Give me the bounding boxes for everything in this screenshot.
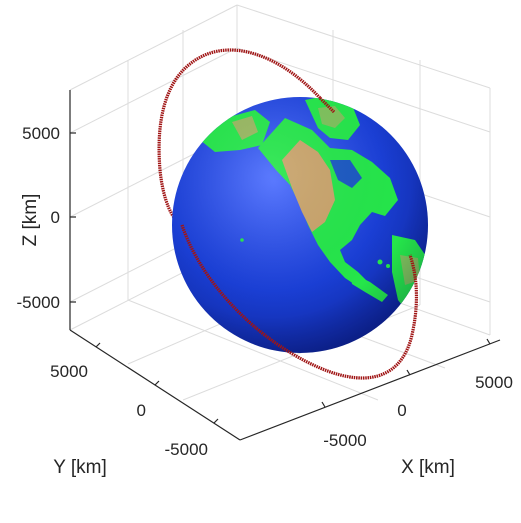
orbit-front bbox=[180, 224, 419, 380]
z-axis-label: Z [km] bbox=[20, 194, 41, 247]
y-tick-label: 0 bbox=[137, 401, 146, 420]
tick-marks bbox=[70, 132, 491, 424]
earth-globe bbox=[172, 97, 428, 353]
x-tick-label: 0 bbox=[397, 401, 406, 420]
y-tick-label: -5000 bbox=[165, 440, 208, 459]
z-tick-label: -5000 bbox=[17, 293, 60, 312]
x-tick-label: 5000 bbox=[475, 373, 513, 392]
y-tick-label: 5000 bbox=[50, 362, 88, 381]
y-axis-label: Y [km] bbox=[53, 457, 107, 478]
z-tick-label: 0 bbox=[51, 208, 60, 227]
z-tick-label: 5000 bbox=[22, 124, 60, 143]
x-axis-label: X [km] bbox=[401, 457, 455, 478]
x-tick-label: -5000 bbox=[323, 431, 366, 450]
